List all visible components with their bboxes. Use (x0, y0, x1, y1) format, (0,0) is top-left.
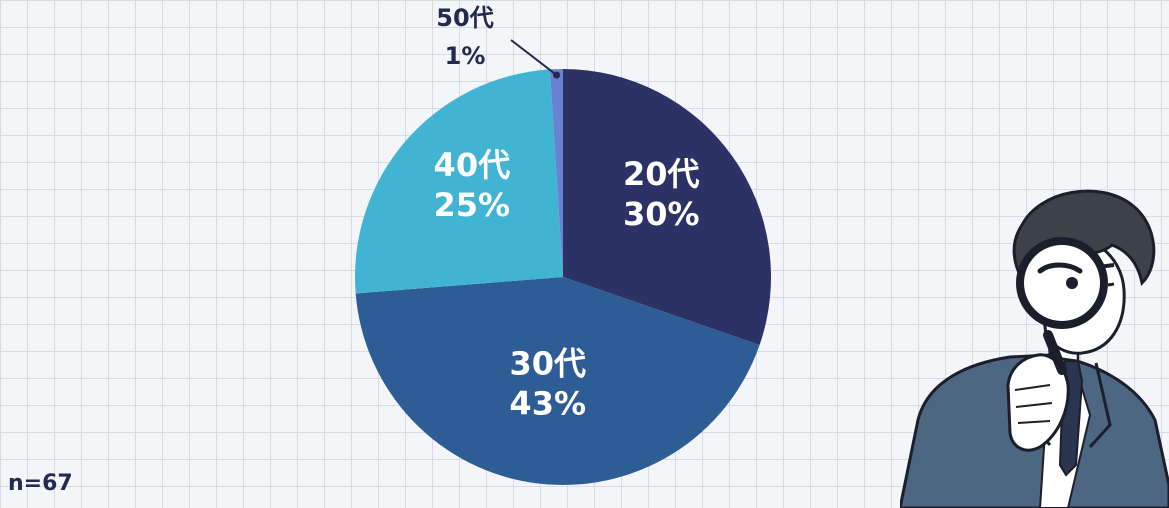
slice-category-label: 40代 (434, 146, 511, 184)
sample-size-label: n=67 (8, 471, 73, 496)
slice-value-label: 1% (445, 42, 486, 70)
pie-slice (549, 69, 563, 277)
slice-value-label: 43% (509, 385, 586, 423)
leader-lines (510, 39, 561, 79)
slice-category-label: 30代 (509, 345, 586, 383)
slice-value-label: 25% (434, 186, 511, 224)
slice-category-label: 50代 (436, 4, 493, 32)
pie-slices (355, 69, 771, 486)
man-with-magnifying-glass-icon (900, 189, 1169, 508)
pie-slice (355, 69, 563, 294)
slice-value-label: 30% (623, 195, 700, 233)
leader-line (510, 39, 558, 76)
slice-category-label: 20代 (623, 155, 700, 193)
pie-slice (563, 69, 771, 346)
pie-slice (355, 277, 760, 486)
